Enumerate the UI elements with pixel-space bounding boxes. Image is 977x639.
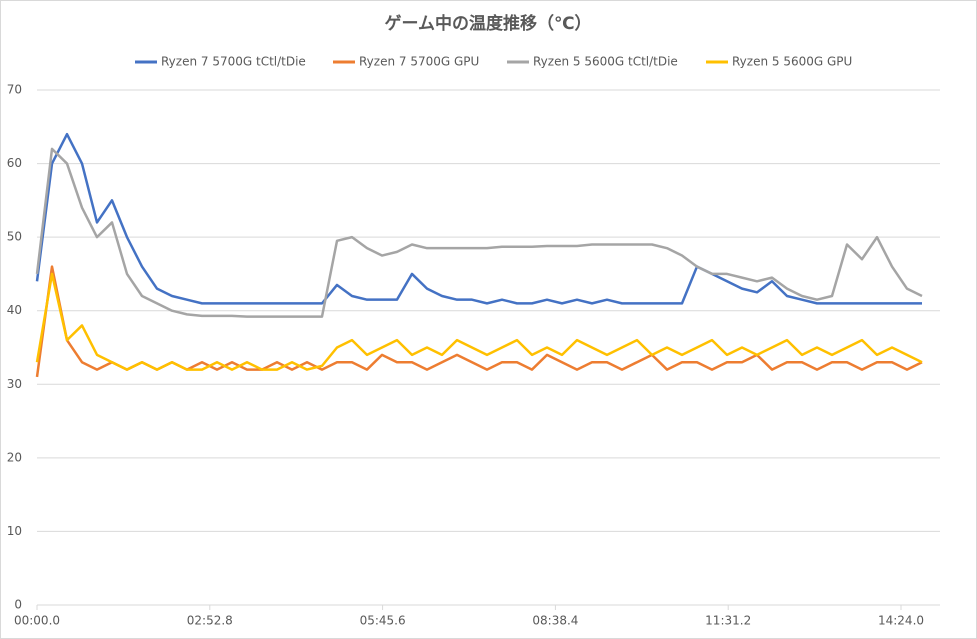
chart-title: ゲーム中の温度推移（℃） (384, 13, 591, 34)
x-tick-label: 14:24.0 (878, 614, 924, 628)
legend-label: Ryzen 7 5700G tCtl/tDie (161, 55, 306, 69)
y-tick-label: 50 (7, 230, 22, 244)
x-tick-label: 00:00.0 (14, 614, 60, 628)
x-tick-label: 02:52.8 (187, 614, 233, 628)
y-tick-label: 10 (7, 524, 22, 538)
y-tick-label: 70 (7, 83, 22, 97)
x-tick-label: 05:45.6 (360, 614, 406, 628)
series-line (35, 147, 923, 318)
y-tick-label: 40 (7, 303, 22, 317)
legend-label: Ryzen 5 5600G tCtl/tDie (533, 55, 678, 69)
y-tick-label: 0 (14, 598, 22, 612)
x-tick-label: 11:31.2 (705, 614, 751, 628)
x-tick-label: 08:38.4 (532, 614, 578, 628)
series-line (35, 272, 923, 371)
legend-label: Ryzen 7 5700G GPU (359, 55, 479, 69)
y-tick-label: 30 (7, 377, 22, 391)
y-tick-label: 20 (7, 450, 22, 464)
series-line (35, 132, 922, 305)
legend-label: Ryzen 5 5600G GPU (732, 55, 852, 69)
y-tick-label: 60 (7, 156, 22, 170)
